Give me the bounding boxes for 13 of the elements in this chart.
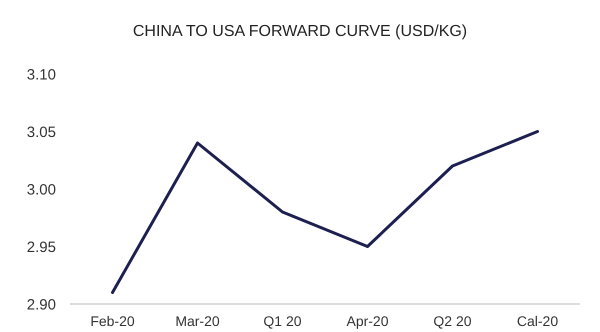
y-tick-label: 2.90 [26,296,56,314]
x-tick-label: Mar-20 [175,313,220,329]
x-tick-label: Apr-20 [346,313,389,329]
x-tick-label: Q1 20 [263,313,302,329]
y-tick-label: 2.95 [26,238,56,256]
y-tick-label: 3.10 [26,66,56,84]
y-tick-label: 3.05 [26,124,56,141]
x-tick-label: Q2 20 [433,313,472,329]
line-series [111,130,539,294]
chart-title: CHINA TO USA FORWARD CURVE (USD/KG) [132,23,468,40]
x-tick-label: Feb-20 [90,313,135,329]
x-tick-label: Cal-20 [516,313,558,329]
y-tick-label: 3.00 [26,181,56,198]
